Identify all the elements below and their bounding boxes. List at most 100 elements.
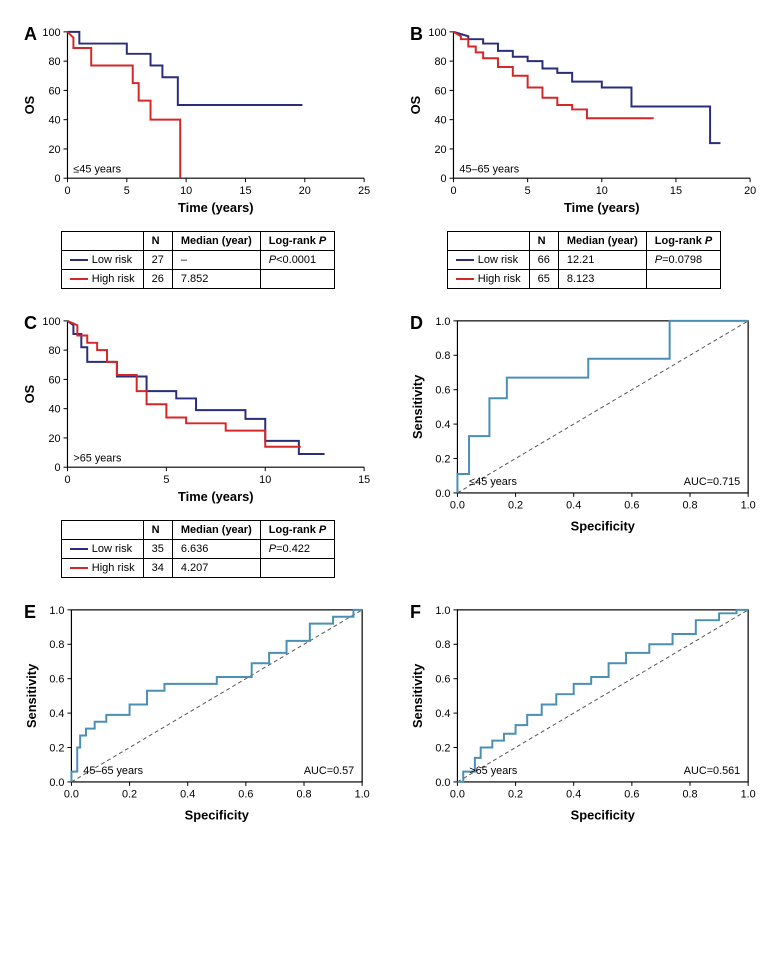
svg-text:0: 0 (64, 185, 70, 197)
panel-label-c: C (24, 313, 37, 334)
panel-label-f: F (410, 602, 421, 623)
table-b: NMedian (year)Log-rank PLow risk6612.21P… (406, 231, 762, 289)
svg-text:>65 years: >65 years (73, 452, 122, 464)
svg-text:0.6: 0.6 (435, 673, 450, 685)
svg-text:OS: OS (22, 384, 37, 403)
svg-text:Time (years): Time (years) (564, 200, 639, 215)
svg-text:0.2: 0.2 (435, 742, 450, 754)
svg-text:0.6: 0.6 (435, 384, 450, 396)
figure-grid: A 0204060801000510152025Time (years)OS≤4… (20, 20, 762, 830)
svg-text:0.6: 0.6 (624, 788, 639, 800)
svg-text:40: 40 (434, 115, 446, 127)
svg-text:0.0: 0.0 (450, 788, 465, 800)
svg-text:20: 20 (744, 185, 756, 197)
svg-text:OS: OS (22, 95, 37, 114)
chart-d: 0.00.00.20.20.40.40.60.60.80.81.01.0Spec… (406, 309, 762, 541)
svg-text:20: 20 (299, 185, 311, 197)
svg-text:45–65 years: 45–65 years (83, 765, 143, 777)
svg-text:1.0: 1.0 (49, 604, 64, 616)
chart-a: 0204060801000510152025Time (years)OS≤45 … (20, 20, 376, 223)
svg-text:>65 years: >65 years (469, 765, 518, 777)
svg-text:0.6: 0.6 (624, 500, 639, 512)
panel-label-e: E (24, 602, 36, 623)
svg-text:0: 0 (55, 173, 61, 185)
svg-text:0.0: 0.0 (435, 488, 450, 500)
svg-text:15: 15 (670, 185, 682, 197)
panelC-table: NMedian (year)Log-rank PLow risk356.636P… (61, 520, 335, 578)
svg-text:0.4: 0.4 (49, 708, 64, 720)
table-c: NMedian (year)Log-rank PLow risk356.636P… (20, 520, 376, 578)
svg-text:Sensitivity: Sensitivity (410, 374, 425, 439)
panel-label-d: D (410, 313, 423, 334)
panel-label-b: B (410, 24, 423, 45)
svg-text:Sensitivity: Sensitivity (410, 662, 425, 727)
svg-text:5: 5 (525, 185, 531, 197)
svg-text:0.0: 0.0 (435, 776, 450, 788)
svg-text:40: 40 (48, 403, 60, 415)
svg-text:0.8: 0.8 (435, 350, 450, 362)
svg-text:1.0: 1.0 (355, 788, 370, 800)
svg-text:20: 20 (434, 144, 446, 156)
svg-text:40: 40 (48, 115, 60, 127)
svg-text:≤45 years: ≤45 years (73, 163, 121, 175)
svg-text:60: 60 (48, 85, 60, 97)
svg-text:0.4: 0.4 (566, 788, 581, 800)
svg-text:100: 100 (42, 316, 60, 328)
svg-text:1.0: 1.0 (741, 500, 756, 512)
panel-d: D 0.00.00.20.20.40.40.60.60.80.81.01.0Sp… (406, 309, 762, 578)
svg-text:Specificity: Specificity (571, 518, 636, 533)
svg-text:Time (years): Time (years) (178, 200, 253, 215)
svg-text:0.2: 0.2 (49, 742, 64, 754)
panel-c: C 020406080100051015Time (years)OS>65 ye… (20, 309, 376, 578)
svg-text:0.4: 0.4 (180, 788, 195, 800)
chart-e: 0.00.00.20.20.40.40.60.60.80.81.01.0Spec… (20, 598, 376, 830)
svg-text:10: 10 (259, 474, 271, 486)
svg-text:0: 0 (441, 173, 447, 185)
svg-text:0.2: 0.2 (122, 788, 137, 800)
panelB-table: NMedian (year)Log-rank PLow risk6612.21P… (447, 231, 721, 289)
svg-text:0.0: 0.0 (450, 500, 465, 512)
svg-text:15: 15 (358, 474, 370, 486)
svg-text:60: 60 (434, 85, 446, 97)
svg-text:0.4: 0.4 (435, 708, 450, 720)
svg-text:10: 10 (596, 185, 608, 197)
svg-text:Specificity: Specificity (571, 807, 636, 822)
svg-text:0.2: 0.2 (435, 453, 450, 465)
svg-text:10: 10 (180, 185, 192, 197)
svg-text:AUC=0.715: AUC=0.715 (684, 476, 740, 488)
chart-c: 020406080100051015Time (years)OS>65 year… (20, 309, 376, 512)
svg-text:0.6: 0.6 (238, 788, 253, 800)
svg-text:5: 5 (163, 474, 169, 486)
svg-text:1.0: 1.0 (435, 316, 450, 328)
svg-text:AUC=0.561: AUC=0.561 (684, 765, 740, 777)
panelA-table: NMedian (year)Log-rank PLow risk27–P<0.0… (61, 231, 335, 289)
svg-text:60: 60 (48, 374, 60, 386)
svg-text:Sensitivity: Sensitivity (24, 662, 39, 727)
svg-text:0.8: 0.8 (682, 500, 697, 512)
svg-text:Specificity: Specificity (185, 807, 250, 822)
svg-text:≤45 years: ≤45 years (469, 476, 517, 488)
panel-b: B 02040608010005101520Time (years)OS45–6… (406, 20, 762, 289)
svg-text:0.4: 0.4 (435, 419, 450, 431)
panel-e: E 0.00.00.20.20.40.40.60.60.80.81.01.0Sp… (20, 598, 376, 830)
svg-text:AUC=0.57: AUC=0.57 (304, 765, 354, 777)
svg-text:0: 0 (450, 185, 456, 197)
svg-text:0: 0 (64, 474, 70, 486)
chart-f: 0.00.00.20.20.40.40.60.60.80.81.01.0Spec… (406, 598, 762, 830)
svg-text:20: 20 (48, 433, 60, 445)
table-a: NMedian (year)Log-rank PLow risk27–P<0.0… (20, 231, 376, 289)
svg-text:80: 80 (48, 56, 60, 68)
svg-text:100: 100 (42, 27, 60, 39)
svg-text:45–65 years: 45–65 years (459, 163, 519, 175)
svg-text:0.8: 0.8 (49, 639, 64, 651)
svg-text:0.0: 0.0 (49, 776, 64, 788)
svg-text:OS: OS (408, 95, 423, 114)
svg-text:0.8: 0.8 (296, 788, 311, 800)
svg-text:20: 20 (48, 144, 60, 156)
panel-label-a: A (24, 24, 37, 45)
svg-text:0: 0 (55, 462, 61, 474)
svg-text:25: 25 (358, 185, 370, 197)
svg-text:1.0: 1.0 (435, 604, 450, 616)
svg-text:0.2: 0.2 (508, 500, 523, 512)
chart-b: 02040608010005101520Time (years)OS45–65 … (406, 20, 762, 223)
